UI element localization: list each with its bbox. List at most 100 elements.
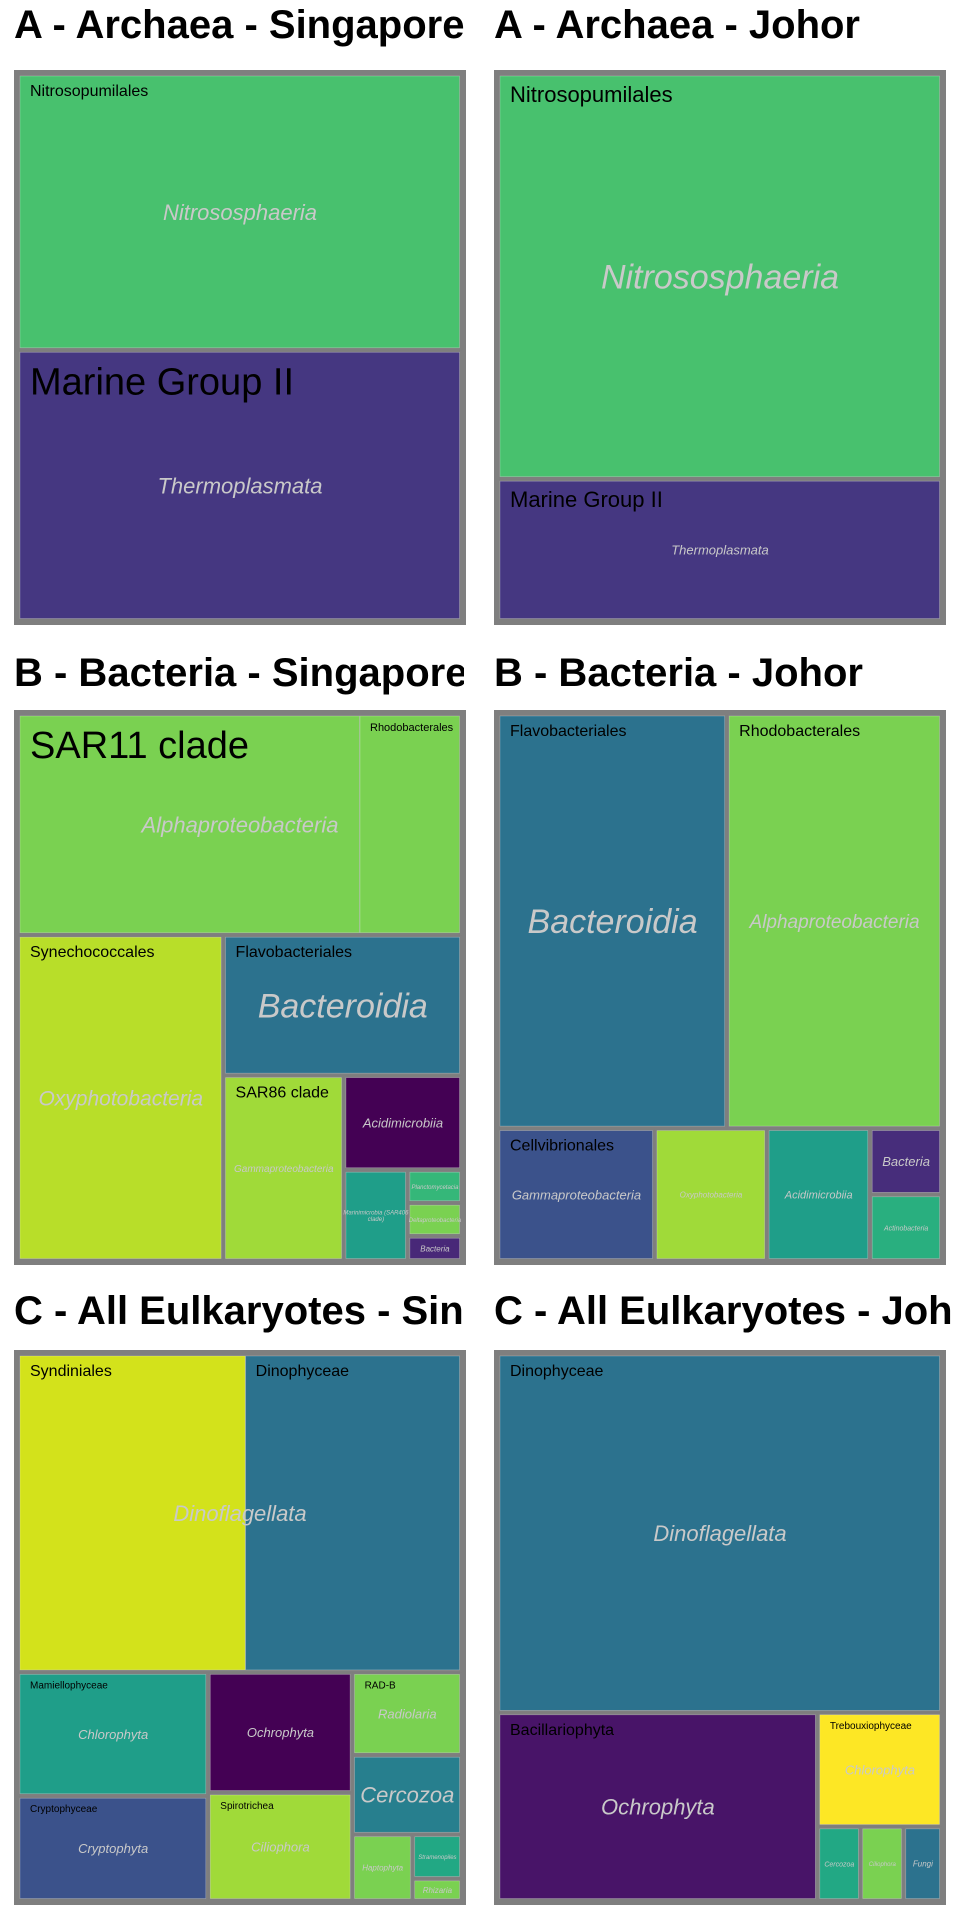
group-label-chlorophyta: Chlorophyta: [845, 1762, 915, 1777]
group-label-radiolaria: Radiolaria: [378, 1706, 437, 1721]
group-label-oxyphotobacteria: Oxyphotobacteria: [680, 1191, 743, 1200]
label-syndiniales: Syndiniales: [30, 1363, 112, 1380]
group-label-gammaproteobacteria: Gammaproteobacteria: [234, 1164, 334, 1175]
group-gammaproteobacteria: [498, 1128, 655, 1261]
label-spirotrichea: Spirotrichea: [220, 1801, 274, 1812]
group-ciliophora: [208, 1792, 353, 1901]
tile-marine-group-ii: [19, 351, 460, 619]
group-label-alphaproteobacteria: Alphaproteobacteria: [749, 912, 920, 933]
group-label-nitrososphaeria: Nitrososphaeria: [163, 200, 317, 225]
label-marine-group-ii: Marine Group II: [510, 487, 663, 512]
label-marine-group-ii: Marine Group II: [30, 361, 294, 403]
tile-bacteria-tile: [871, 1130, 940, 1193]
label-trebouxiophyceae: Trebouxiophyceae: [830, 1721, 912, 1732]
group-label-bacteria: Bacteria: [420, 1244, 450, 1253]
label-rad-b: RAD-B: [365, 1680, 396, 1691]
group-label-cryptophyta: Cryptophyta: [78, 1841, 148, 1856]
group-label-nitrososphaeria: Nitrososphaeria: [601, 258, 839, 296]
group-nitrososphaeria: [18, 74, 462, 351]
group-label-ciliophora: Ciliophora: [251, 1840, 310, 1855]
tile-bacteria-tile: [409, 1237, 460, 1259]
label-bacillariophyta: Bacillariophyta: [510, 1722, 614, 1739]
tile-planctomycetacia-tile: [409, 1171, 460, 1202]
group-bacteria: [407, 1236, 462, 1261]
group-label-acidimicrobiia: Acidimicrobiia: [362, 1115, 443, 1130]
label-rhodobacterales: Rhodobacterales: [739, 723, 860, 740]
tile-dinophyceae: [499, 1355, 940, 1711]
tile-rhodobacterales: [728, 715, 940, 1127]
panel-title-archaea-johor: A - Archaea - Johor: [494, 3, 860, 47]
panel-title-eukaryotes-singapore: C - All Eulkaryotes - Singapore: [14, 1289, 464, 1333]
tile-spirotrichea: [209, 1794, 351, 1899]
group-oxyphotobacteria: [18, 935, 224, 1261]
group-label-thermoplasmata: Thermoplasmata: [671, 543, 769, 558]
tile-dinophyceae: [245, 1355, 460, 1671]
group-oxyphotobacteria: [654, 1128, 768, 1261]
group-thermoplasmata: [18, 350, 462, 621]
group-alphaproteobacteria: [18, 714, 462, 936]
tile-trebouxiophyceae: [819, 1714, 940, 1825]
group-bacteroidia: [498, 714, 728, 1129]
tile-ciliophora-tile: [862, 1828, 902, 1899]
group-bacteroidia: [223, 935, 462, 1076]
group-label-actinobacteria: Actinobacteria: [883, 1225, 928, 1232]
tile-nitrosopumilales: [19, 75, 460, 349]
group-label-thermoplasmata: Thermoplasmata: [157, 473, 322, 498]
tile-sar11-clade: [19, 715, 360, 934]
label-sar86-clade: SAR86 clade: [236, 1085, 329, 1102]
tile-cellvibrionales: [499, 1130, 653, 1259]
group-dinoflagellata: [498, 1354, 942, 1713]
tile-mamiellophyceae: [19, 1674, 207, 1795]
treemap-bacteria-johor: Flavobacteriales Bacteroidia Rhodobacteral…: [494, 710, 946, 1265]
group-label-bacteroidia: Bacteroidia: [528, 903, 698, 941]
tile-oxyphotobacteria-tile: [656, 1130, 765, 1259]
tile-rhizaria-tile: [414, 1880, 460, 1899]
treemap-eukaryotes-johor: Dinophyceae Dinoflagellata Bacillariophyta…: [494, 1350, 946, 1905]
label-dinophyceae: Dinophyceae: [256, 1363, 350, 1380]
tile-syndiniales: [19, 1355, 246, 1671]
label-nitrosopumilales: Nitrosopumilales: [30, 83, 148, 100]
group-fungi: [903, 1826, 942, 1901]
panel-title-eukaryotes-johor: C - All Eulkaryotes - Johor: [494, 1289, 954, 1333]
tile-cercozoa-tile: [819, 1828, 859, 1899]
group-marinimicrobia-sar406-clade: [343, 1170, 408, 1261]
group-bacteria: [870, 1128, 942, 1195]
label-dinophyceae: Dinophyceae: [510, 1363, 604, 1380]
group-label-acidimicrobiia: Acidimicrobiia: [784, 1190, 853, 1202]
tile-cryptophyceae: [19, 1797, 207, 1899]
tile-rhodobacterales: [359, 715, 460, 934]
treemap-bacteria-singapore: SAR11 clade Rhodobacterales Alphaproteobac…: [14, 710, 466, 1265]
group-label-gammaproteobacteria: Gammaproteobacteria: [512, 1187, 641, 1202]
tile-actinobacteria-tile: [871, 1196, 940, 1259]
tile-cercozoa-tile: [354, 1756, 460, 1833]
group-haptophyta: [352, 1834, 413, 1901]
group-alphaproteobacteria: [727, 714, 942, 1129]
group-thermoplasmata: [498, 479, 942, 621]
group-gammaproteobacteria: [223, 1075, 344, 1261]
label-cryptophyceae: Cryptophyceae: [30, 1804, 98, 1815]
group-label-oxyphotobacteria: Oxyphotobacteria: [38, 1087, 203, 1110]
tile-acidimicrobiia-tile: [768, 1130, 869, 1259]
group-actinobacteria: [870, 1194, 942, 1261]
group-nitrososphaeria: [498, 74, 942, 480]
treemap-archaea-singapore: Nitrosopumilales Nitrososphaeria Marine Gr…: [14, 70, 466, 625]
group-ochrophyta: [208, 1672, 353, 1793]
label-flavobacteriales: Flavobacteriales: [236, 944, 352, 961]
label-rhodobacterales: Rhodobacterales: [370, 722, 454, 734]
label-cellvibrionales: Cellvibrionales: [510, 1138, 614, 1155]
group-label-bacteria: Bacteria: [882, 1154, 930, 1169]
group-acidimicrobiia: [767, 1128, 871, 1261]
group-label-haptophyta: Haptophyta: [362, 1864, 403, 1873]
group-chlorophyta: [817, 1712, 942, 1827]
panel-title-archaea-singapore: A - Archaea - Singapore: [14, 3, 464, 47]
label-synechococcales: Synechococcales: [30, 944, 155, 961]
group-label-planctomycetacia: Planctomycetacia: [411, 1185, 459, 1191]
tile-flavobacteriales: [225, 936, 460, 1074]
group-label-deltaproteobacteria: Deltaproteobacteria: [409, 1218, 462, 1224]
group-ochrophyta: [498, 1712, 818, 1901]
group-cercozoa: [352, 1755, 462, 1835]
tile-sar86-clade: [225, 1077, 342, 1259]
panel-title-bacteria-johor: B - Bacteria - Johor: [494, 651, 863, 695]
label-mamiellophyceae: Mamiellophyceae: [30, 1680, 108, 1691]
tile-acidimicrobiia-tile: [345, 1077, 460, 1169]
